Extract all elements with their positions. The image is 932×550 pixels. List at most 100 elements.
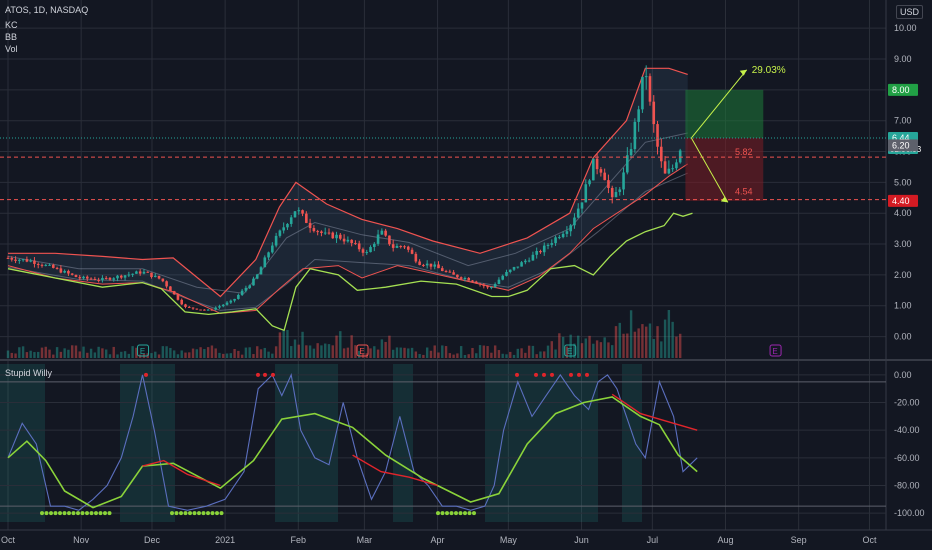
x-tick-label: Dec	[144, 535, 161, 545]
candle-body	[267, 252, 270, 258]
candle-body	[584, 184, 588, 203]
volume-bar	[206, 347, 210, 358]
overbought-dot	[577, 372, 581, 377]
candle-body	[157, 275, 161, 279]
volume-bar	[131, 346, 134, 358]
volume-bar	[516, 348, 520, 358]
volume-bar	[267, 351, 270, 358]
candle-body	[644, 76, 648, 78]
candle-body	[565, 231, 569, 234]
volume-bar	[599, 342, 603, 358]
x-tick-label: Sep	[791, 535, 807, 545]
candle-body	[678, 150, 682, 163]
volume-bar	[335, 335, 338, 358]
symbol-legend[interactable]: ATOS, 1D, NASDAQ	[5, 5, 89, 15]
candle-body	[18, 259, 21, 261]
candle-body	[59, 268, 63, 273]
overbought-dot	[585, 372, 589, 377]
candle-body	[153, 275, 157, 278]
indicator-legend[interactable]: Stupid Willy	[5, 368, 53, 378]
volume-bar	[259, 349, 263, 358]
candle-body	[240, 290, 244, 295]
kc-green-line	[7, 212, 693, 332]
candle-body	[599, 169, 603, 173]
volume-bar	[10, 352, 13, 358]
bb-fill	[8, 68, 688, 314]
candle-body	[320, 231, 323, 234]
volume-bar	[497, 350, 501, 358]
candle-body	[512, 267, 516, 270]
candle-body	[622, 172, 625, 190]
volume-bar	[422, 354, 425, 358]
earnings-marker-icon	[564, 344, 577, 357]
volume-bar	[558, 333, 561, 358]
bb-legend[interactable]: BB	[5, 32, 18, 42]
volume-bar	[527, 345, 531, 358]
candle-body	[490, 287, 493, 289]
candle-body	[101, 277, 104, 281]
oversold-dot	[67, 511, 71, 516]
volume-bar	[263, 347, 266, 358]
volume-bar	[482, 345, 486, 358]
volume-bar	[240, 354, 244, 358]
volume-bar	[391, 349, 395, 358]
oversold-zone	[393, 364, 413, 522]
volume-bar	[237, 350, 240, 358]
volume-bar	[176, 354, 180, 358]
candle-body	[206, 309, 210, 311]
volume-bar	[539, 351, 542, 358]
candle-body	[437, 264, 440, 269]
willy-signal-red	[142, 459, 221, 487]
kc-legend[interactable]: KC	[5, 20, 18, 30]
volume-bar	[308, 345, 312, 358]
volume-bar	[112, 346, 115, 358]
volume-bar	[33, 352, 36, 358]
candle-body	[633, 121, 637, 150]
volume-bar	[195, 349, 199, 358]
volume-bar	[354, 345, 357, 358]
candle-body	[274, 235, 278, 246]
price-tag-bg	[888, 83, 918, 96]
volume-bar	[577, 335, 580, 358]
volume-bar	[116, 354, 119, 358]
volume-bar	[501, 353, 504, 358]
oversold-zone	[622, 364, 642, 522]
candle-body	[97, 279, 100, 281]
candle-body	[135, 271, 138, 274]
volume-bar	[222, 353, 225, 358]
volume-bar	[25, 352, 29, 358]
candle-body	[297, 210, 301, 212]
candle-body	[663, 161, 667, 174]
volume-bar	[82, 346, 85, 358]
candle-body	[199, 309, 202, 311]
volume-bar	[373, 346, 376, 358]
candle-body	[244, 287, 248, 291]
candle-body	[40, 264, 44, 266]
oversold-dot	[215, 511, 219, 516]
candle-body	[331, 232, 335, 239]
volume-bar	[648, 323, 652, 358]
candle-body	[214, 307, 217, 310]
volume-bar	[607, 342, 610, 358]
candle-body	[301, 210, 304, 214]
volume-bar	[475, 353, 478, 358]
candle-body	[289, 217, 293, 224]
candle-body	[660, 146, 663, 162]
volume-bar	[184, 352, 187, 358]
candle-body	[641, 76, 644, 110]
vol-legend[interactable]: Vol	[5, 44, 18, 54]
indicator-axis-label: -100.00	[894, 508, 925, 518]
candle-body	[127, 274, 131, 276]
currency-button[interactable]: USD	[895, 5, 923, 19]
volume-bar	[169, 347, 172, 358]
candle-body	[335, 234, 338, 239]
oversold-dot	[201, 511, 206, 516]
volume-bar	[218, 352, 221, 358]
willy-signal-green	[7, 396, 698, 509]
volume-bar	[444, 346, 448, 358]
volume-bar	[70, 345, 74, 358]
candle-body	[380, 230, 384, 235]
earnings-marker-label: E	[772, 347, 777, 356]
oversold-zone	[275, 364, 338, 522]
